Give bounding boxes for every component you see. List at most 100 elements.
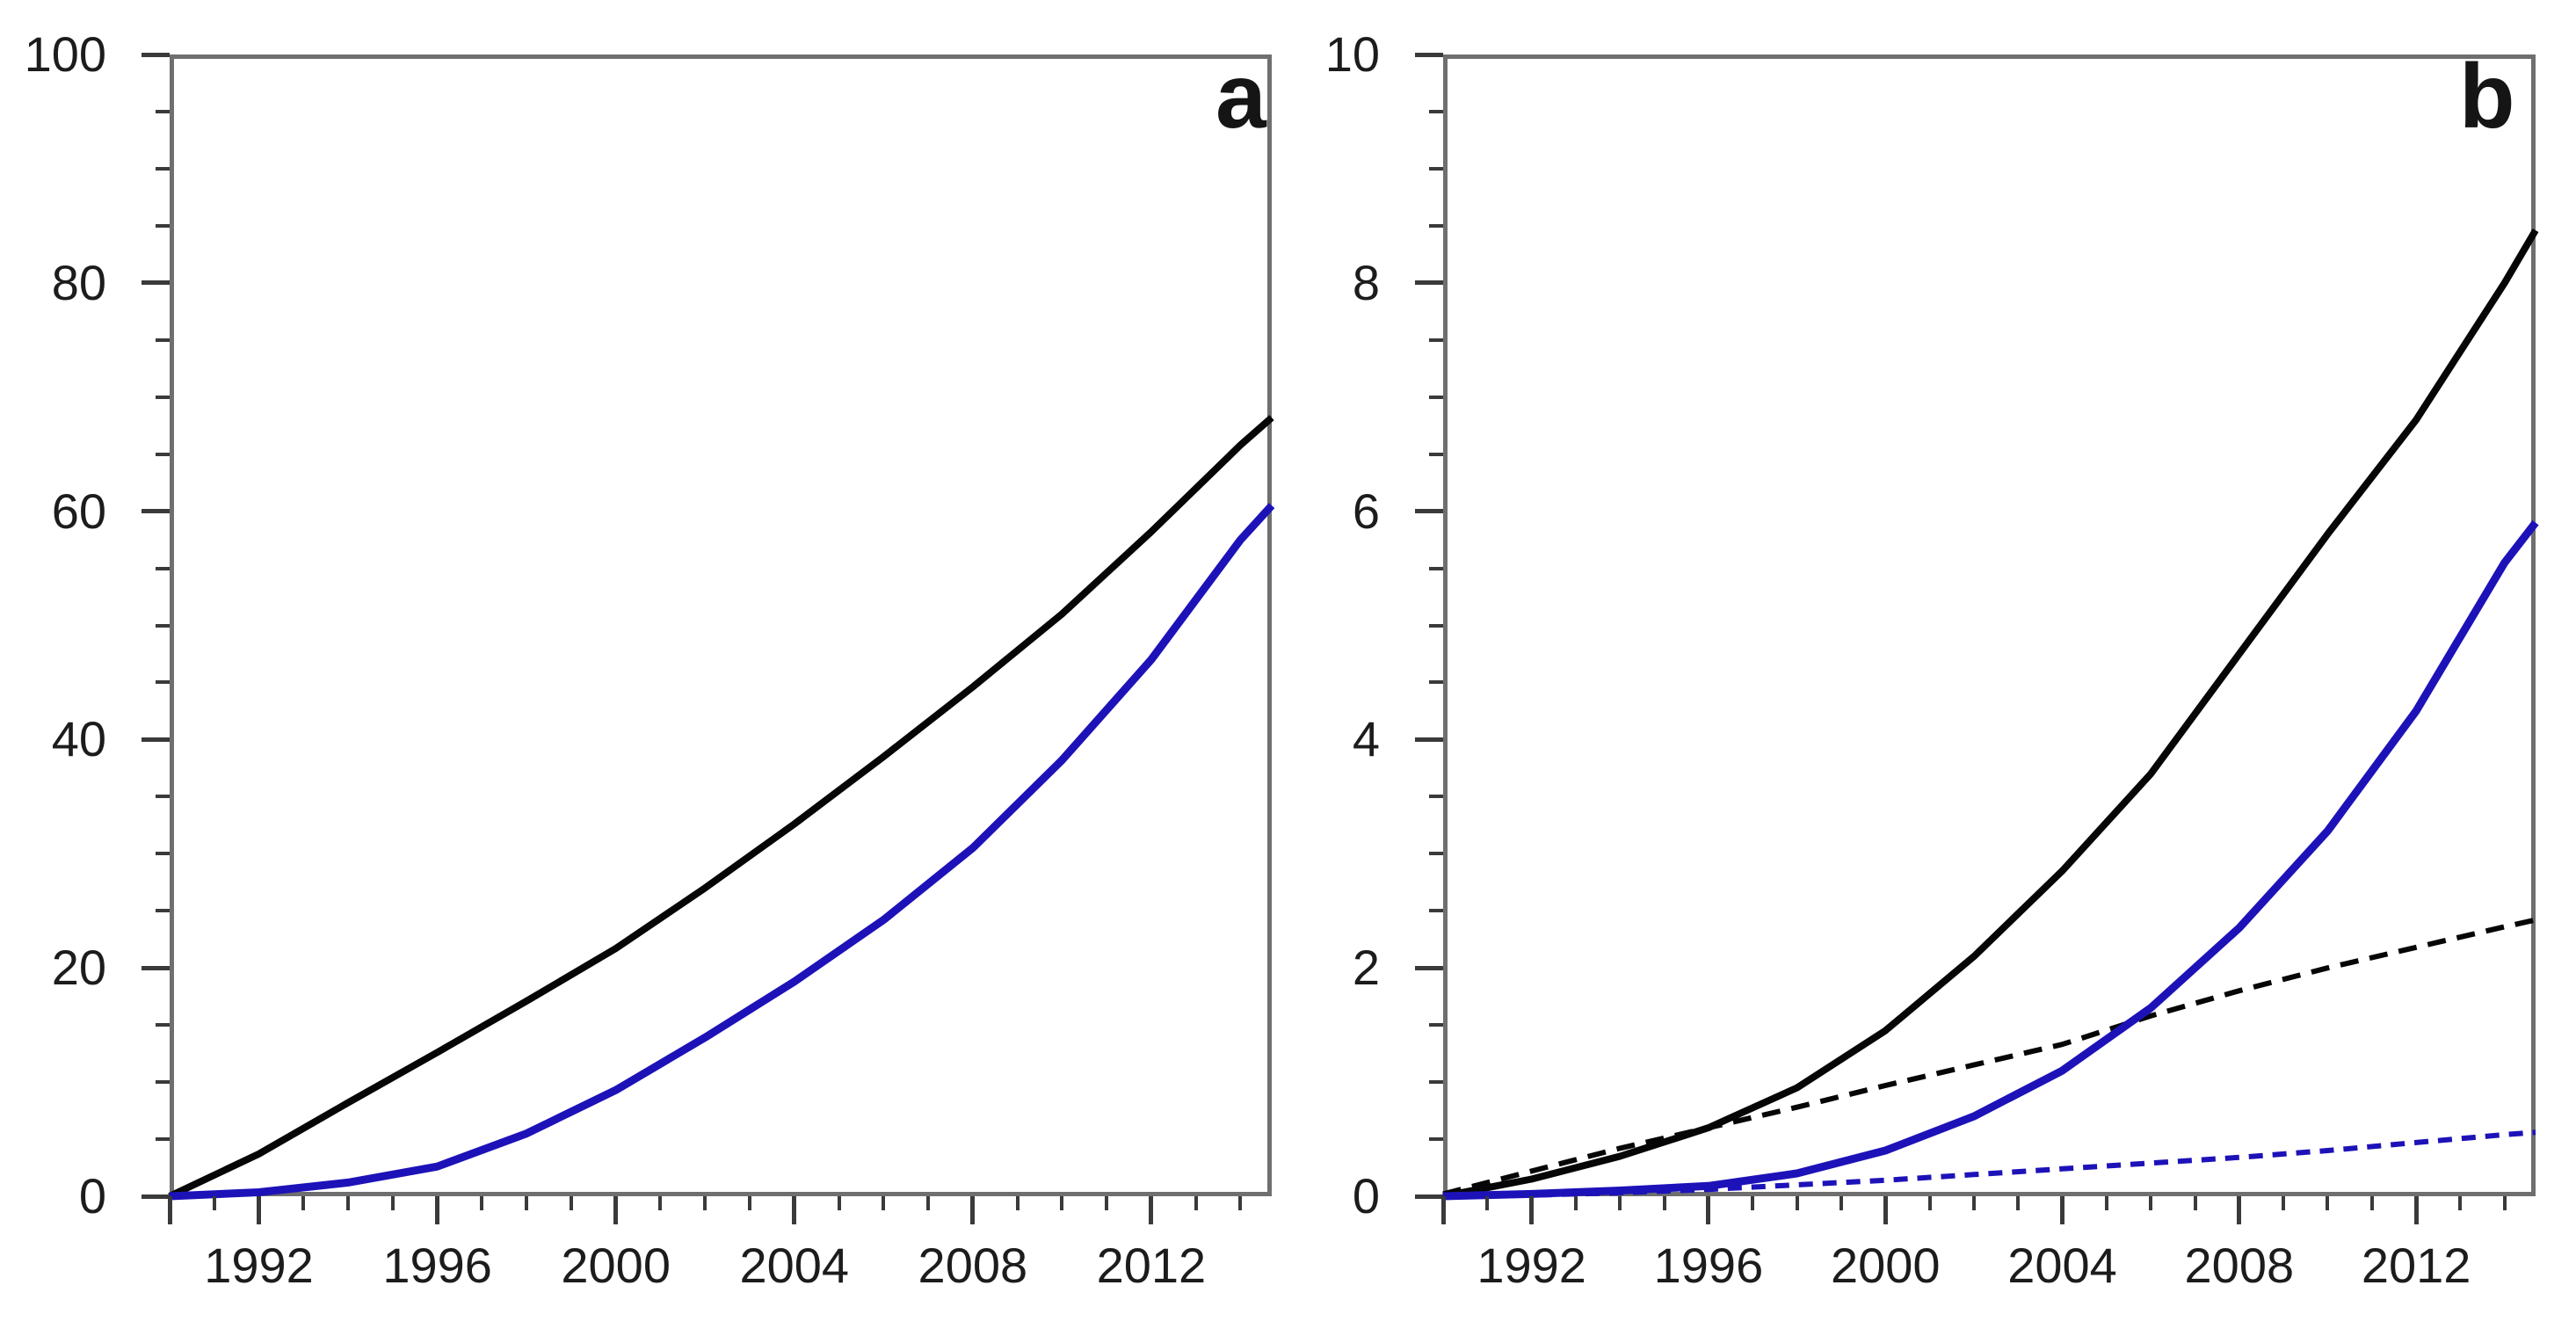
axis-tick xyxy=(2282,1196,2286,1210)
axis-tick xyxy=(703,1196,707,1210)
axis-tick xyxy=(346,1196,351,1210)
x-tick-label: 1996 xyxy=(1653,1238,1764,1293)
axis-tick xyxy=(1429,395,1443,399)
axis-tick xyxy=(156,1023,170,1027)
axis-tick xyxy=(156,395,170,399)
axis-tick xyxy=(1429,109,1443,113)
x-tick-label: 1992 xyxy=(1477,1238,1586,1293)
axis-tick xyxy=(1429,566,1443,570)
axis-tick xyxy=(167,1196,172,1224)
axis-tick xyxy=(1429,338,1443,342)
axis-tick xyxy=(141,280,170,286)
axis-tick xyxy=(2237,1196,2242,1224)
axis-tick xyxy=(257,1196,262,1224)
axis-tick xyxy=(1573,1196,1578,1210)
axis-tick xyxy=(141,52,170,57)
axis-tick xyxy=(1927,1196,1932,1210)
panel-a-letter: a xyxy=(1215,46,1266,148)
axis-tick xyxy=(141,965,170,970)
axis-tick xyxy=(1706,1196,1711,1224)
axis-tick xyxy=(1105,1196,1109,1210)
x-tick-label: 1996 xyxy=(382,1238,492,1293)
axis-tick xyxy=(1529,1196,1535,1224)
axis-tick xyxy=(1415,52,1443,57)
axis-tick xyxy=(2413,1196,2419,1224)
axis-tick xyxy=(1060,1196,1064,1210)
panel-a-plot-box xyxy=(170,54,1272,1196)
axis-tick xyxy=(1429,223,1443,228)
axis-tick xyxy=(2458,1196,2463,1210)
axis-tick xyxy=(1415,509,1443,514)
axis-tick xyxy=(156,338,170,342)
axis-tick xyxy=(970,1196,976,1224)
axis-tick xyxy=(435,1196,440,1224)
axis-tick xyxy=(1415,280,1443,286)
x-tick-label: 2008 xyxy=(2184,1238,2295,1293)
axis-tick xyxy=(156,909,170,913)
axis-tick xyxy=(658,1196,663,1210)
y-tick-label: 80 xyxy=(51,254,106,310)
axis-tick xyxy=(156,852,170,856)
y-tick-label: 0 xyxy=(78,1168,106,1223)
axis-tick xyxy=(156,1080,170,1085)
axis-tick xyxy=(1429,1080,1443,1085)
x-tick-label: 2012 xyxy=(1096,1238,1207,1293)
axis-tick xyxy=(1751,1196,1755,1210)
panel-b-letter: b xyxy=(2459,46,2515,148)
x-tick-label: 2004 xyxy=(2007,1238,2117,1293)
axis-tick xyxy=(748,1196,751,1210)
axis-tick xyxy=(1415,737,1443,742)
axis-tick xyxy=(1429,166,1443,171)
y-tick-label: 2 xyxy=(1352,940,1380,996)
axis-tick xyxy=(390,1196,395,1210)
axis-tick xyxy=(2016,1196,2021,1210)
axis-tick xyxy=(156,795,170,799)
axis-tick xyxy=(2193,1196,2197,1210)
axis-tick xyxy=(141,737,170,742)
axis-tick xyxy=(1440,1196,1446,1224)
axis-tick xyxy=(1795,1196,1799,1210)
blue-solid-line xyxy=(1442,519,2539,1201)
axis-tick xyxy=(1015,1196,1020,1210)
y-tick-label: 60 xyxy=(51,483,106,539)
axis-tick xyxy=(141,1194,170,1199)
x-tick-label: 1992 xyxy=(204,1238,314,1293)
y-tick-label: 4 xyxy=(1352,711,1380,767)
x-tick-label: 2000 xyxy=(1830,1238,1941,1293)
axis-tick xyxy=(1883,1196,1888,1224)
axis-tick xyxy=(2060,1196,2065,1224)
x-tick-label: 2012 xyxy=(2361,1238,2471,1293)
axis-tick xyxy=(837,1196,841,1210)
axis-tick xyxy=(1429,1023,1443,1027)
x-tick-label: 2004 xyxy=(739,1238,850,1293)
axis-tick xyxy=(1429,909,1443,913)
axis-tick xyxy=(1839,1196,1843,1210)
y-tick-label: 20 xyxy=(51,940,106,996)
axis-tick xyxy=(1485,1196,1490,1210)
y-tick-label: 0 xyxy=(1352,1168,1380,1223)
axis-tick xyxy=(1429,623,1443,628)
axis-tick xyxy=(569,1196,573,1210)
axis-tick xyxy=(1429,680,1443,685)
axis-tick xyxy=(156,623,170,628)
axis-tick xyxy=(480,1196,484,1210)
axis-tick xyxy=(1618,1196,1622,1210)
axis-tick xyxy=(156,566,170,570)
axis-tick xyxy=(301,1196,306,1210)
panel-b-plot-box xyxy=(1443,54,2536,1196)
axis-tick xyxy=(2502,1196,2507,1210)
axis-tick xyxy=(156,109,170,113)
black-solid-line xyxy=(1442,228,2539,1200)
axis-tick xyxy=(1429,852,1443,856)
axis-tick xyxy=(1429,1137,1443,1142)
axis-tick xyxy=(1415,1194,1443,1199)
axis-tick xyxy=(1429,452,1443,456)
y-tick-label: 6 xyxy=(1352,483,1380,539)
y-tick-label: 40 xyxy=(51,711,106,767)
y-tick-label: 100 xyxy=(24,26,106,82)
y-tick-label: 10 xyxy=(1324,26,1380,82)
axis-tick xyxy=(141,509,170,514)
